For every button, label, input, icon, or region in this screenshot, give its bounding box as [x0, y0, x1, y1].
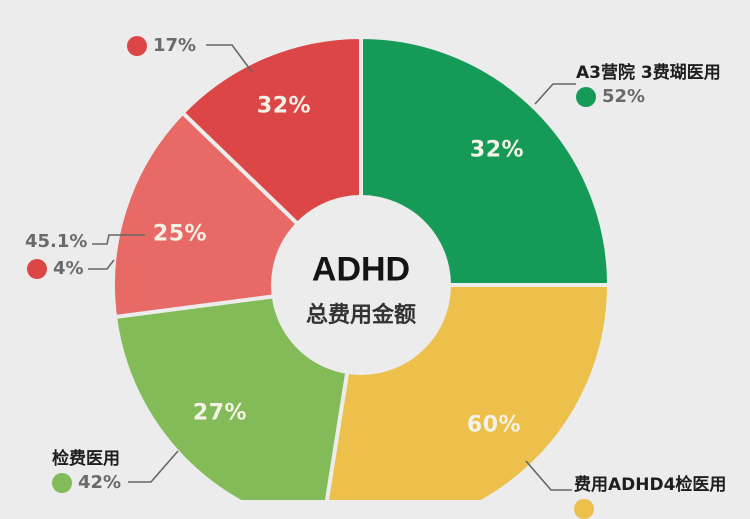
callout-top-left: 17% — [127, 35, 196, 56]
callout-bottom-left: 检费医用 42% — [52, 444, 121, 493]
center-title: ADHD — [311, 250, 411, 289]
callout-bottom-right: 费用ADHD4检医用 — [574, 470, 726, 519]
leader-lines — [88, 44, 576, 491]
callout-name: 检费医用 — [52, 449, 120, 469]
legend-dot-icon — [27, 258, 47, 279]
slice-label-light-green: 27% — [192, 400, 248, 426]
leader-line-bottom-right — [525, 460, 572, 491]
legend-dot-icon — [127, 35, 147, 56]
leader-line-top-left — [206, 44, 253, 73]
callout-left-b: 4% — [27, 258, 84, 279]
legend-dot-icon — [574, 499, 594, 519]
callout-name: 费用ADHD4检医用 — [574, 475, 727, 495]
callout-value: 4% — [53, 258, 84, 279]
center-subtitle: 总费用金额 — [305, 303, 417, 328]
slice-label-yellow: 60% — [466, 412, 522, 438]
callout-value: 45.1% — [25, 231, 88, 252]
callout-value: 42% — [78, 472, 122, 493]
donut-chart — [88, 37, 609, 500]
callout-value: 17% — [153, 35, 197, 56]
legend-dot-icon — [576, 86, 596, 107]
slice-label-salmon: 25% — [152, 221, 208, 247]
callout-value: 52% — [602, 86, 646, 107]
slice-label-green: 32% — [469, 137, 525, 163]
leader-line-bottom-left — [128, 450, 179, 483]
leader-line-left-b — [88, 259, 115, 270]
callout-top-right: A3营院 3费瑚医用 52% — [576, 58, 721, 107]
leader-line-top-right — [534, 83, 576, 105]
callout-name: A3营院 3费瑚医用 — [576, 63, 721, 83]
leader-line-left-a — [92, 234, 145, 245]
legend-dot-icon — [52, 472, 72, 493]
callout-left-a: 45.1% — [25, 231, 87, 252]
donut-hole — [271, 195, 451, 375]
slice-label-red: 32% — [256, 93, 312, 119]
